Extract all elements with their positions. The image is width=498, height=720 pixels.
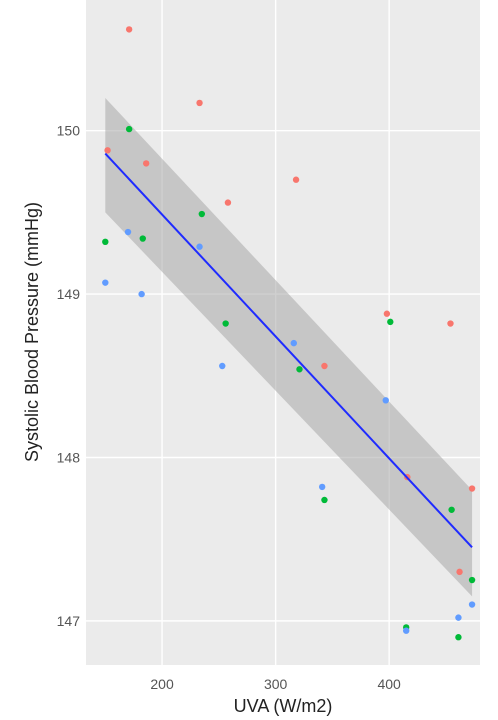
data-point-series-1 — [321, 362, 328, 370]
data-point-series-2 — [222, 320, 229, 327]
data-point-series-2 — [321, 496, 328, 504]
x-tick-label: 300 — [264, 676, 288, 692]
data-point-series-2 — [455, 634, 462, 641]
data-point-series-3 — [138, 290, 145, 298]
data-point-series-1 — [447, 320, 454, 327]
y-tick-label: 147 — [57, 613, 81, 629]
y-tick-label: 150 — [57, 123, 81, 139]
data-point-series-2 — [198, 210, 206, 218]
y-axis-ticks: 147 148 149 150 — [57, 123, 81, 629]
data-point-series-2 — [468, 576, 476, 584]
data-point-series-1 — [383, 310, 391, 317]
y-axis-title: Systolic Blood Pressure (mmHg) — [22, 202, 42, 462]
data-point-series-3 — [455, 614, 462, 621]
data-point-series-1 — [456, 568, 463, 576]
regression-line — [104, 152, 473, 549]
data-point-series-1 — [468, 485, 476, 492]
data-point-series-3 — [196, 243, 203, 250]
data-point-series-3 — [382, 397, 389, 404]
data-point-series-3 — [124, 228, 132, 236]
data-point-series-1 — [292, 176, 300, 183]
data-point-series-3 — [219, 362, 226, 370]
data-point-series-2 — [102, 238, 109, 246]
data-point-series-1 — [224, 199, 232, 206]
data-point-series-2 — [125, 125, 133, 133]
data-point-series-3 — [102, 279, 109, 286]
y-tick-label: 148 — [57, 449, 81, 465]
data-point-series-1 — [142, 160, 150, 167]
data-point-series-1 — [104, 147, 111, 154]
x-tick-label: 400 — [377, 676, 401, 692]
data-point-series-2 — [139, 235, 146, 242]
data-point-series-2 — [448, 506, 455, 513]
x-axis-title: UVA (W/m2) — [234, 696, 333, 716]
data-point-series-3 — [290, 339, 297, 347]
data-point-series-3 — [318, 483, 326, 491]
data-point-series-1 — [125, 26, 133, 33]
x-axis-ticks: 200 300 400 — [150, 676, 401, 692]
data-point-series-1 — [196, 99, 203, 107]
data-point-series-2 — [387, 318, 394, 326]
data-point-series-3 — [468, 601, 476, 608]
x-tick-label: 200 — [150, 676, 174, 692]
data-point-series-3 — [402, 627, 410, 634]
confidence-band — [105, 98, 473, 597]
data-point-series-2 — [296, 366, 303, 373]
y-tick-label: 149 — [57, 286, 81, 302]
